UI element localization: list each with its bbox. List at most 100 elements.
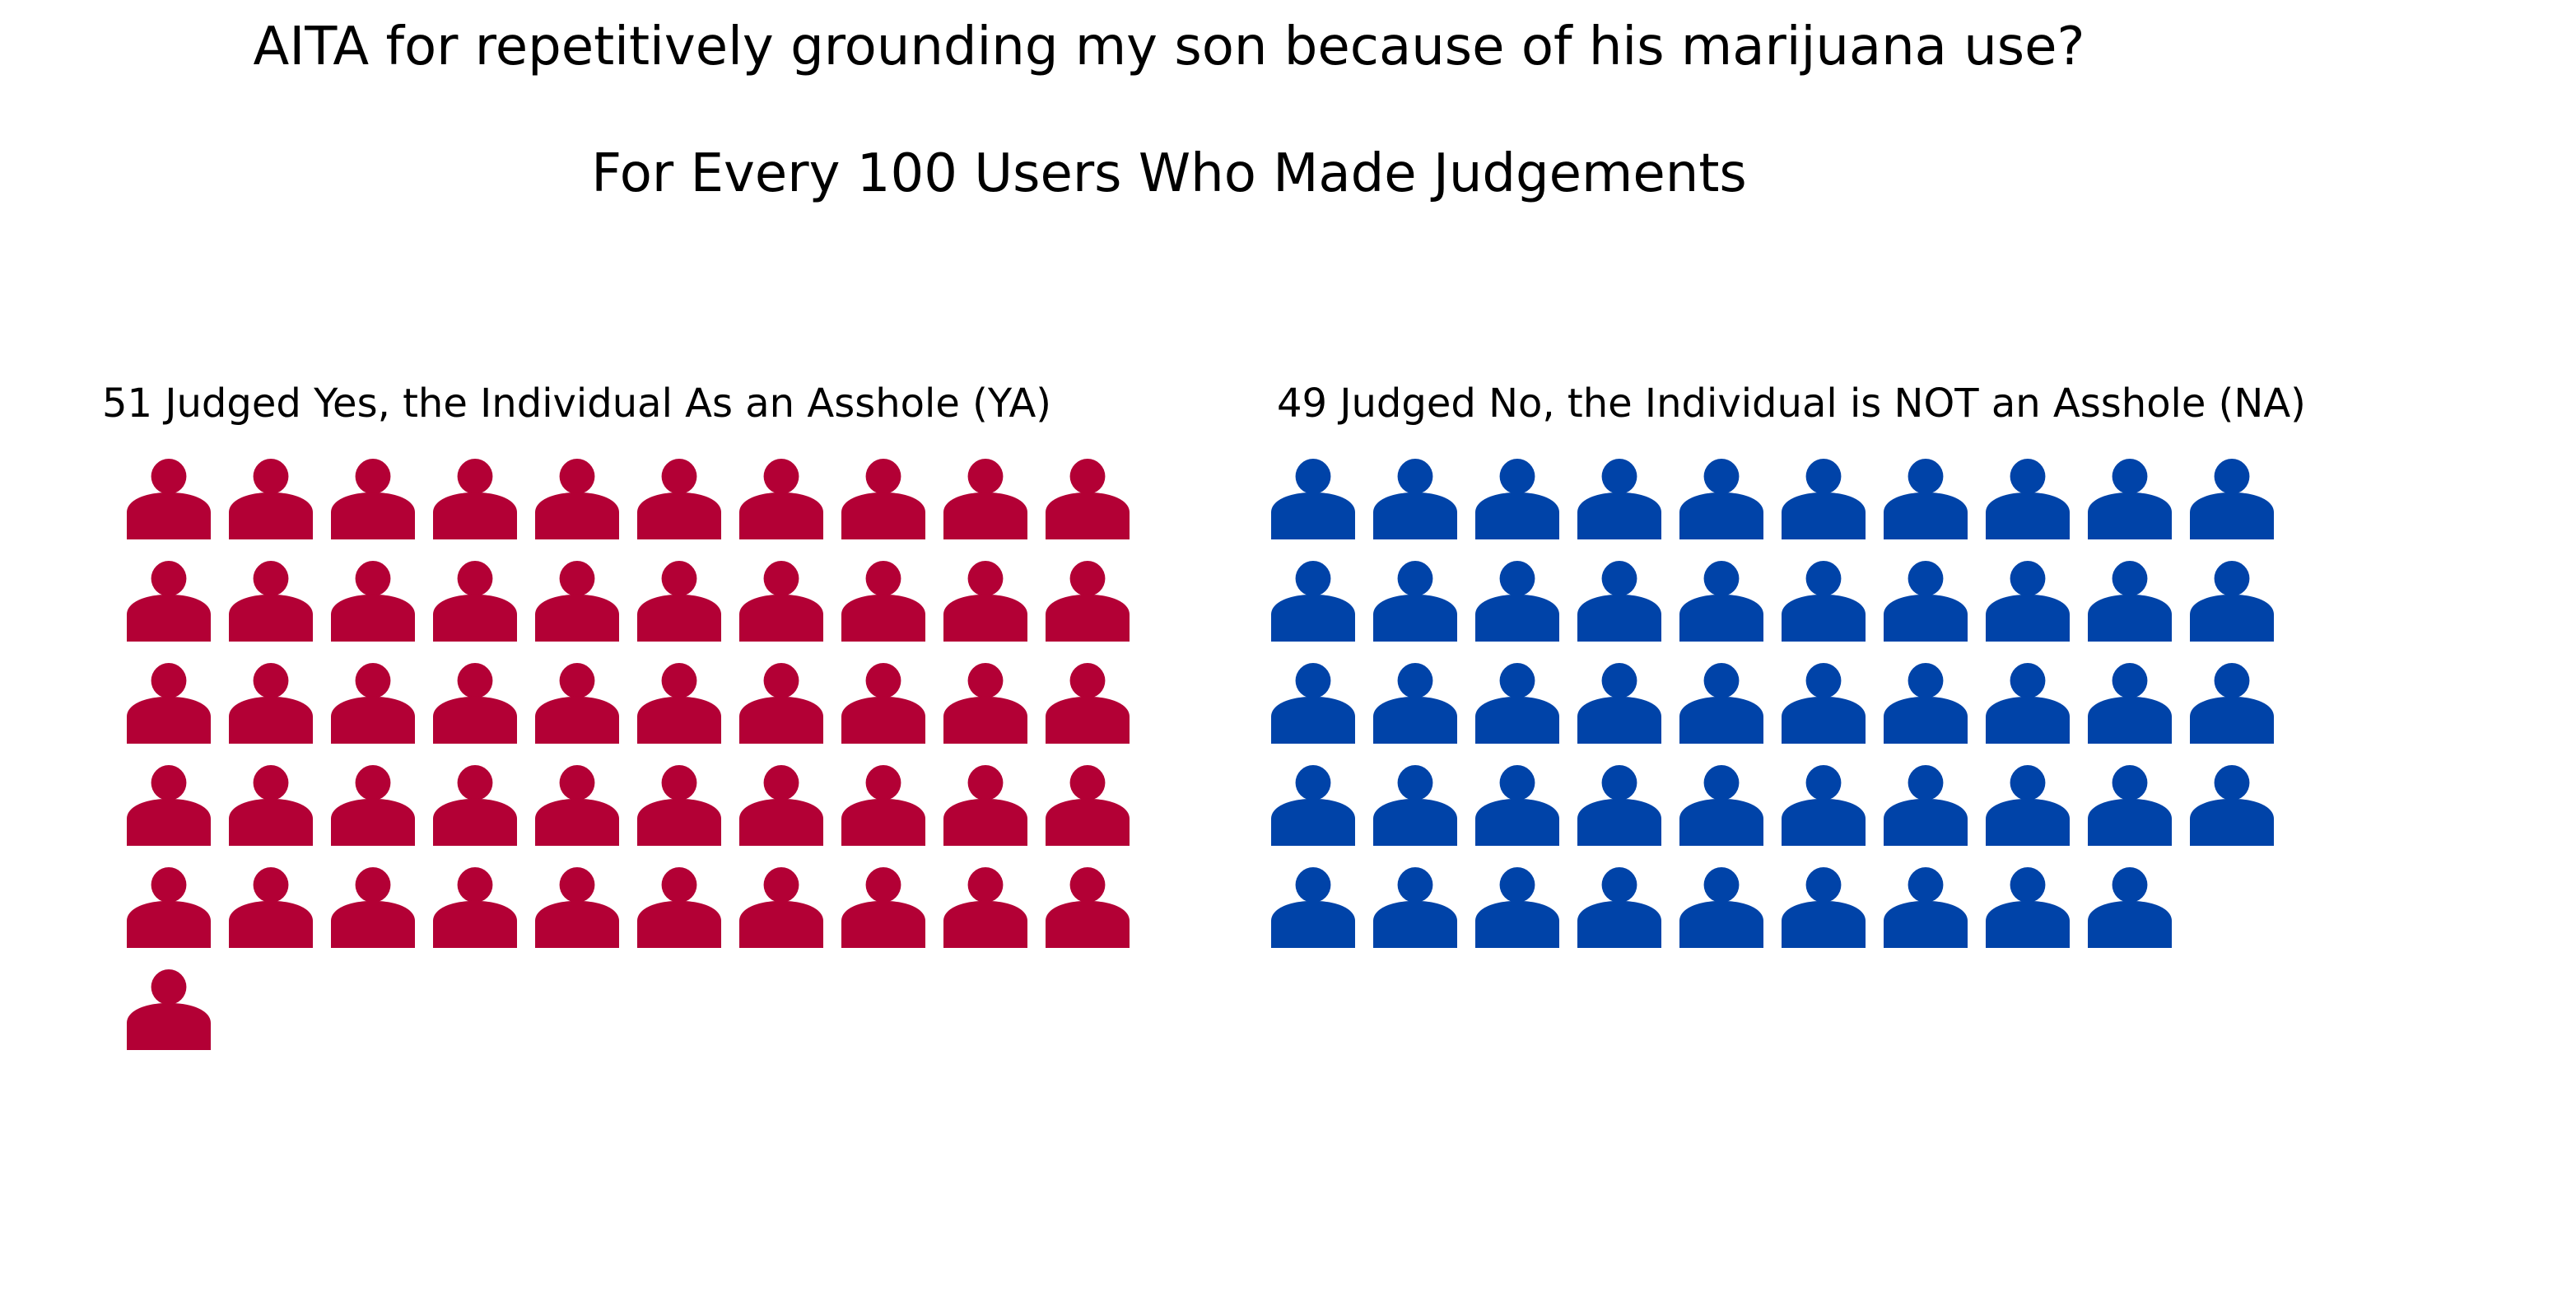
person-icon bbox=[1986, 867, 2070, 948]
person-icon bbox=[1475, 867, 1559, 948]
person-icon bbox=[1046, 561, 1130, 642]
person-icon bbox=[739, 561, 823, 642]
person-icon bbox=[331, 663, 415, 744]
group-yes-icons bbox=[127, 459, 1130, 1050]
person-icon bbox=[841, 459, 925, 539]
person-icon bbox=[1782, 459, 1866, 539]
person-icon bbox=[331, 459, 415, 539]
person-icon bbox=[2190, 663, 2274, 744]
person-icon bbox=[1577, 765, 1661, 846]
person-icon bbox=[1884, 459, 1968, 539]
person-icon bbox=[1373, 867, 1457, 948]
person-icon bbox=[841, 561, 925, 642]
person-icon bbox=[1884, 765, 1968, 846]
person-icon bbox=[739, 663, 823, 744]
group-yes: 51 Judged Yes, the Individual As an Assh… bbox=[102, 380, 1130, 1050]
person-icon bbox=[2190, 459, 2274, 539]
person-icon bbox=[943, 561, 1027, 642]
person-icon bbox=[637, 765, 721, 846]
person-icon bbox=[433, 663, 517, 744]
group-no-icons bbox=[1271, 459, 2274, 948]
person-icon bbox=[1782, 867, 1866, 948]
person-icon bbox=[1679, 561, 1763, 642]
chart-title: AITA for repetitively grounding my son b… bbox=[254, 16, 2085, 77]
person-icon bbox=[535, 561, 619, 642]
person-icon bbox=[841, 867, 925, 948]
person-icon bbox=[1884, 561, 1968, 642]
person-icon bbox=[127, 765, 211, 846]
person-icon bbox=[1679, 765, 1763, 846]
person-icon bbox=[841, 765, 925, 846]
group-no-label: 49 Judged No, the Individual is NOT an A… bbox=[1277, 380, 2306, 427]
person-icon bbox=[1577, 459, 1661, 539]
person-icon bbox=[229, 561, 313, 642]
person-icon bbox=[1475, 765, 1559, 846]
person-icon bbox=[1679, 663, 1763, 744]
person-icon bbox=[433, 765, 517, 846]
person-icon bbox=[1986, 765, 2070, 846]
person-icon bbox=[1373, 459, 1457, 539]
person-icon bbox=[229, 765, 313, 846]
person-icon bbox=[1475, 459, 1559, 539]
person-icon bbox=[1271, 663, 1355, 744]
person-icon bbox=[1577, 663, 1661, 744]
person-icon bbox=[331, 765, 415, 846]
person-icon bbox=[943, 867, 1027, 948]
person-icon bbox=[535, 663, 619, 744]
person-icon bbox=[433, 561, 517, 642]
person-icon bbox=[2088, 765, 2172, 846]
person-icon bbox=[127, 663, 211, 744]
person-icon bbox=[2088, 561, 2172, 642]
person-icon bbox=[535, 459, 619, 539]
person-icon bbox=[331, 561, 415, 642]
person-icon bbox=[1986, 459, 2070, 539]
person-icon bbox=[1475, 561, 1559, 642]
person-icon bbox=[229, 663, 313, 744]
person-icon bbox=[127, 459, 211, 539]
person-icon bbox=[127, 867, 211, 948]
person-icon bbox=[637, 459, 721, 539]
person-icon bbox=[1373, 663, 1457, 744]
person-icon bbox=[1679, 867, 1763, 948]
person-icon bbox=[2088, 459, 2172, 539]
person-icon bbox=[1577, 561, 1661, 642]
person-icon bbox=[1046, 459, 1130, 539]
person-icon bbox=[433, 867, 517, 948]
person-icon bbox=[535, 867, 619, 948]
person-icon bbox=[2088, 867, 2172, 948]
person-icon bbox=[2088, 663, 2172, 744]
person-icon bbox=[1986, 663, 2070, 744]
person-icon bbox=[943, 663, 1027, 744]
person-icon bbox=[1782, 663, 1866, 744]
person-icon bbox=[1884, 867, 1968, 948]
person-icon bbox=[1046, 867, 1130, 948]
person-icon bbox=[535, 765, 619, 846]
person-icon bbox=[1679, 459, 1763, 539]
person-icon bbox=[1475, 663, 1559, 744]
person-icon bbox=[1373, 561, 1457, 642]
person-icon bbox=[637, 663, 721, 744]
person-icon bbox=[637, 867, 721, 948]
person-icon bbox=[127, 561, 211, 642]
person-icon bbox=[1782, 765, 1866, 846]
person-icon bbox=[1271, 459, 1355, 539]
person-icon bbox=[433, 459, 517, 539]
person-icon bbox=[943, 765, 1027, 846]
group-yes-label: 51 Judged Yes, the Individual As an Assh… bbox=[102, 380, 1051, 427]
person-icon bbox=[739, 459, 823, 539]
person-icon bbox=[1271, 561, 1355, 642]
person-icon bbox=[1577, 867, 1661, 948]
group-no: 49 Judged No, the Individual is NOT an A… bbox=[1271, 380, 2306, 948]
person-icon bbox=[739, 765, 823, 846]
person-icon bbox=[1046, 765, 1130, 846]
person-icon bbox=[637, 561, 721, 642]
person-icon bbox=[331, 867, 415, 948]
person-icon bbox=[2190, 765, 2274, 846]
person-icon bbox=[1271, 765, 1355, 846]
person-icon bbox=[943, 459, 1027, 539]
person-icon bbox=[127, 969, 211, 1050]
person-icon bbox=[229, 459, 313, 539]
person-icon bbox=[1046, 663, 1130, 744]
person-icon bbox=[1782, 561, 1866, 642]
